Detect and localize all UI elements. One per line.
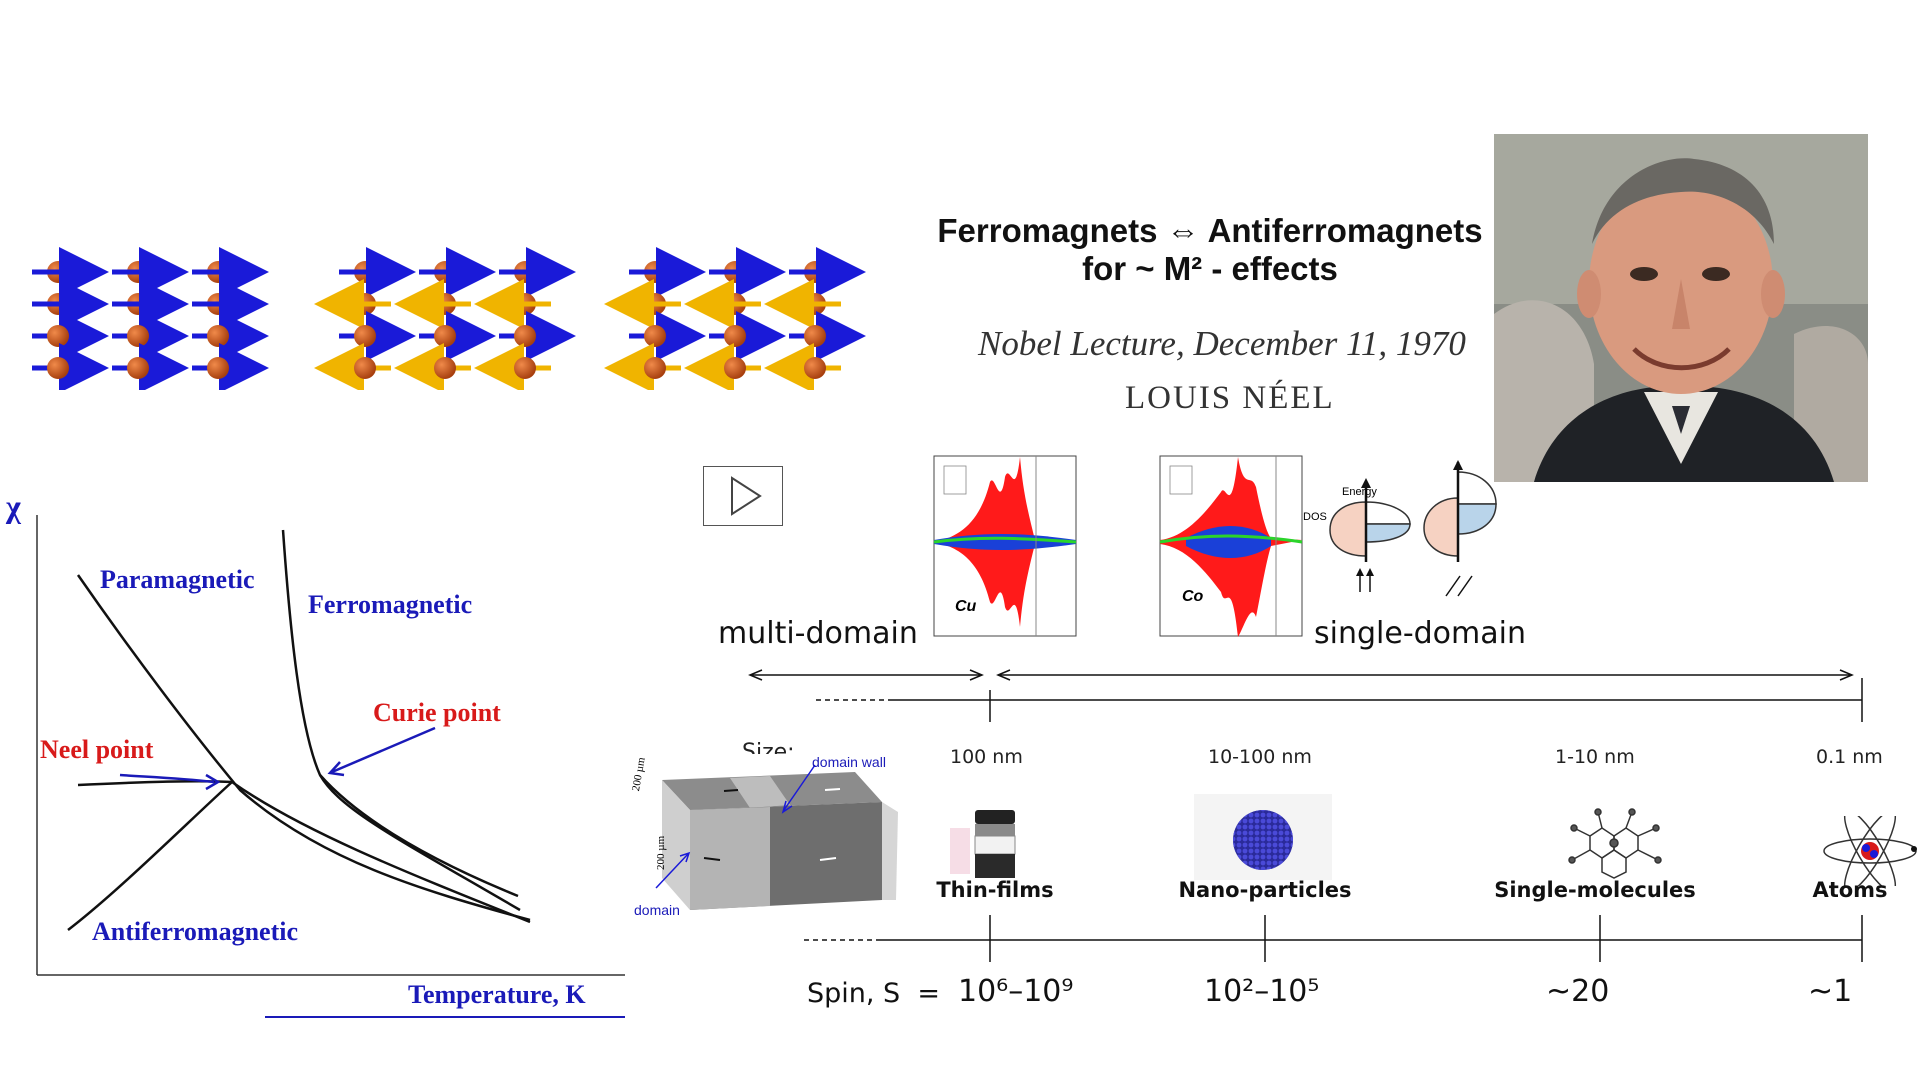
spin-value-4: ~1: [1808, 974, 1853, 1009]
co-label: Co: [1182, 588, 1204, 605]
spin-ball: [724, 357, 746, 379]
spin-ball: [644, 357, 666, 379]
curie-point-label: Curie point: [373, 698, 501, 727]
energy-label: Energy: [1342, 486, 1377, 498]
atom-icon: [1823, 816, 1917, 886]
chi-axis-label: χ: [6, 488, 21, 524]
dos-label: DOS: [1303, 511, 1327, 523]
cu-dos-plot: [933, 455, 1077, 637]
spin-ball: [434, 325, 456, 347]
spin-value-3: ~20: [1546, 974, 1610, 1009]
spin-ball: [724, 325, 746, 347]
band-diagram: [1329, 460, 1497, 597]
category-atoms: Atoms: [1812, 878, 1888, 902]
nobel-lecture-text: Nobel Lecture, December 11, 1970: [978, 324, 1466, 363]
spin-ball: [804, 357, 826, 379]
spin-ball: [207, 357, 229, 379]
spin-ball: [354, 357, 376, 379]
size-scale: [748, 669, 1863, 962]
spin-ball: [47, 325, 69, 347]
antiferromagnetic-label: Antiferromagnetic: [92, 917, 299, 946]
spin-lattices: [32, 247, 866, 390]
domain-block: [655, 764, 898, 910]
size-label: Size:: [742, 740, 795, 754]
ferromagnetic-label: Ferromagnetic: [308, 590, 473, 619]
antiferromagnets-text: Antiferromagnets: [1207, 212, 1483, 249]
size-value-4: 0.1 nm: [1816, 746, 1883, 768]
m2-effects-title: for ~ M² - effects: [1082, 250, 1338, 287]
spin-ball: [127, 357, 149, 379]
molecule-icon: [1568, 808, 1662, 879]
multi-domain-label: multi-domain: [718, 616, 918, 651]
domain-label: domain: [634, 902, 680, 918]
size-value-2: 10-100 nm: [1208, 746, 1312, 768]
spin-label: Spin, S =: [807, 978, 940, 1009]
size-value-1: 100 nm: [950, 746, 1023, 768]
spin-ball: [434, 357, 456, 379]
louis-neel-text: LOUIS NÉEL: [1125, 380, 1335, 416]
category-nano-particles: Nano-particles: [1178, 878, 1352, 902]
equivalence-arrow: ⇔: [1166, 212, 1200, 249]
ferromagnets-text: Ferromagnets: [937, 212, 1158, 249]
co-dos-plot: [1159, 455, 1303, 637]
thin-film-icon: [950, 810, 1016, 878]
susceptibility-diagram: [36, 515, 625, 1018]
spin-ball: [47, 357, 69, 379]
spin-ball: [514, 357, 536, 379]
domain-wall-label: domain wall: [812, 754, 886, 770]
dimension-label-2: 200 µm: [655, 835, 667, 870]
portrait: [1494, 134, 1868, 482]
play-icon: [731, 476, 762, 516]
temperature-label: Temperature, K: [408, 980, 586, 1009]
paramagnetic-label: Paramagnetic: [100, 565, 255, 594]
spin-ball: [354, 325, 376, 347]
single-domain-label: single-domain: [1314, 616, 1526, 651]
spin-value-1: 10⁶–10⁹: [958, 974, 1074, 1009]
nanoparticle-icon: [1194, 794, 1332, 880]
neel-point-label: Neel point: [40, 735, 154, 764]
size-value-3: 1-10 nm: [1555, 746, 1635, 768]
spin-ball: [207, 325, 229, 347]
spin-ball: [644, 325, 666, 347]
category-single-molecules: Single-molecules: [1494, 878, 1696, 902]
cu-label: Cu: [955, 598, 977, 615]
spin-ball: [514, 325, 536, 347]
play-button[interactable]: [703, 466, 783, 526]
spin-ball: [804, 325, 826, 347]
category-thin-films: Thin-films: [936, 878, 1054, 902]
ferro-antiferro-title: Ferromagnets ⇔ Antiferromagnets: [920, 212, 1500, 250]
spin-ball: [127, 325, 149, 347]
spin-value-2: 10²–10⁵: [1204, 974, 1320, 1009]
